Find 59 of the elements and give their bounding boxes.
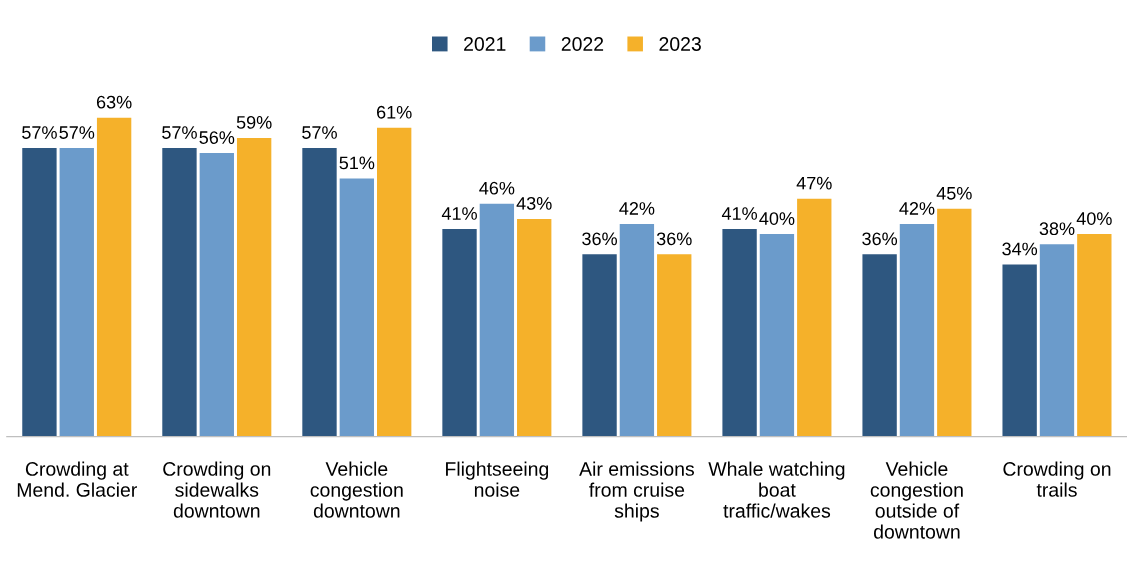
legend-label: 2021	[464, 37, 506, 51]
bar	[582, 254, 617, 437]
data-label: 57%	[162, 126, 197, 139]
data-label: 63%	[96, 95, 132, 109]
legend-label: 2023	[659, 37, 701, 51]
data-label: 36%	[862, 232, 898, 246]
bar	[22, 148, 57, 437]
data-label: 61%	[377, 105, 412, 119]
data-label: 57%	[22, 126, 57, 139]
bar	[236, 137, 272, 437]
bar	[517, 218, 552, 437]
legend-label: 2022	[561, 37, 604, 51]
data-label: 38%	[1039, 222, 1075, 236]
bar	[1039, 244, 1075, 437]
bar	[479, 203, 515, 437]
bar	[96, 117, 132, 437]
data-label: 45%	[936, 186, 972, 200]
data-label: 41%	[721, 207, 758, 220]
bar	[162, 148, 197, 437]
data-label: 36%	[582, 232, 617, 246]
bar	[862, 254, 897, 437]
x-tick-label: Vehicle congestion downtown	[310, 461, 403, 518]
data-label: 56%	[199, 131, 235, 144]
data-label: 46%	[479, 181, 515, 195]
x-tick-label: Crowding on trails	[1003, 461, 1111, 497]
data-label: 41%	[441, 207, 477, 220]
x-tick-label: Vehicle congestion outside of downtown	[870, 461, 963, 539]
data-label: 51%	[339, 156, 375, 170]
data-label: 57%	[59, 126, 95, 139]
bar	[302, 148, 337, 437]
bar	[59, 148, 94, 437]
bar	[759, 234, 795, 437]
bar	[442, 229, 477, 437]
bar	[339, 178, 375, 437]
data-label: 43%	[516, 196, 552, 210]
bar	[937, 208, 972, 437]
bar	[657, 254, 692, 437]
data-label: 36%	[656, 232, 692, 246]
x-tick-label: Crowding on sidewalks downtown	[163, 461, 271, 518]
bar	[797, 198, 832, 437]
bar	[899, 223, 935, 437]
bar	[199, 153, 234, 437]
bar	[619, 223, 655, 437]
data-label: 47%	[796, 176, 832, 190]
data-label: 59%	[236, 115, 272, 129]
data-label: 42%	[899, 202, 935, 215]
data-label: 42%	[619, 202, 655, 215]
bar	[1002, 264, 1037, 437]
x-tick-label: Flightseeing noise	[446, 461, 549, 497]
data-label: 40%	[1076, 212, 1112, 225]
x-tick-label: Crowding at Mend. Glacier	[17, 461, 137, 497]
x-tick-label: Air emissions from cruise ships	[579, 461, 694, 522]
data-label: 34%	[1002, 242, 1038, 256]
data-label: 57%	[302, 126, 337, 139]
bar	[377, 127, 412, 437]
bar	[1077, 234, 1112, 437]
bar	[722, 229, 757, 437]
data-label: 40%	[759, 212, 795, 225]
x-tick-label: Whale watching boat traffic/wakes	[708, 461, 845, 518]
